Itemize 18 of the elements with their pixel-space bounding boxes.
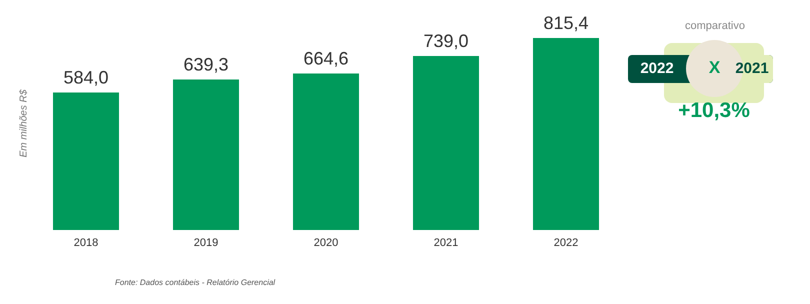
bar — [293, 74, 359, 230]
y-axis-title: Em milhões R$ — [18, 89, 30, 157]
bar — [173, 79, 239, 230]
x-tick-label: 2019 — [194, 236, 218, 249]
x-tick-label: 2022 — [554, 236, 578, 249]
data-label: 584,0 — [63, 67, 109, 88]
x-tick-label: 2021 — [434, 236, 458, 249]
bar — [53, 92, 119, 230]
source-note: Fonte: Dados contábeis - Relatório Gerencial — [115, 278, 276, 287]
bar — [413, 56, 479, 230]
x-tick-label: 2018 — [74, 236, 98, 249]
bar — [533, 38, 599, 230]
data-label: 639,3 — [183, 54, 229, 74]
x-tick-label: 2020 — [314, 236, 338, 249]
data-label: 739,0 — [423, 30, 469, 51]
data-label: 664,6 — [303, 48, 349, 69]
comparison-card: comparativo 2022 X 2021 +10,3% — [628, 16, 778, 146]
data-label: 815,4 — [543, 13, 589, 33]
